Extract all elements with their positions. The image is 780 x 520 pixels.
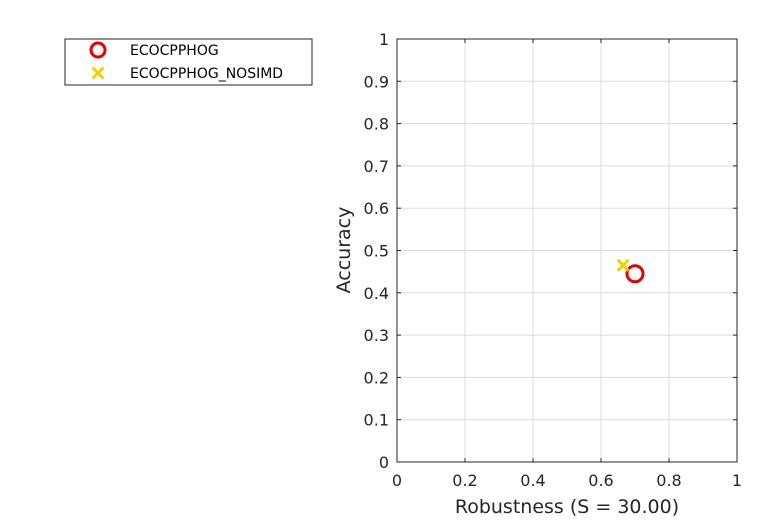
x-tick-label: 0.2 (452, 471, 477, 490)
y-tick-label: 1 (379, 30, 389, 49)
y-tick-label: 0.2 (364, 368, 389, 387)
data-points (616, 258, 645, 284)
x-axis: 0 0.2 0.4 0.6 0.8 1 (392, 39, 742, 490)
x-axis-label: Robustness (S = 30.00) (455, 496, 679, 518)
y-tick-label: 0.7 (364, 157, 389, 176)
data-point-series-0 (625, 264, 645, 284)
legend-marker (89, 41, 107, 59)
x-tick-label: 1 (732, 471, 742, 490)
y-tick-label: 0 (379, 453, 389, 472)
y-tick-label: 0.4 (364, 284, 389, 303)
data-point-series-1 (616, 258, 630, 272)
y-tick-label: 0.5 (364, 242, 389, 261)
x-tick-label: 0.4 (520, 471, 545, 490)
legend-label: ECOCPPHOG (130, 43, 219, 59)
legend-box (64, 38, 313, 86)
legend-marker (91, 66, 105, 80)
x-tick-label: 0 (392, 471, 402, 490)
x-tick-label: 0.6 (588, 471, 613, 490)
y-axis: 0 0.1 0.2 0.3 0.4 0.5 0.6 0.7 0.8 0.9 1 (364, 30, 737, 472)
y-tick-label: 0.8 (364, 115, 389, 134)
y-axis-label: Accuracy (333, 207, 355, 294)
data-point-series-1-stroke (616, 258, 630, 272)
legend-label: ECOCPPHOG_NOSIMD (130, 66, 283, 82)
y-tick-label: 0.9 (364, 72, 389, 91)
y-tick-label: 0.3 (364, 326, 389, 345)
y-tick-label: 0.1 (364, 411, 389, 430)
y-tick-label: 0.6 (364, 199, 389, 218)
legend: ECOCPPHOG ECOCPPHOG_NOSIMD (64, 38, 313, 86)
grid (397, 39, 737, 462)
legend-marker-stroke (91, 66, 105, 80)
x-tick-label: 0.8 (656, 471, 681, 490)
legend-items: ECOCPPHOG ECOCPPHOG_NOSIMD (89, 41, 283, 82)
